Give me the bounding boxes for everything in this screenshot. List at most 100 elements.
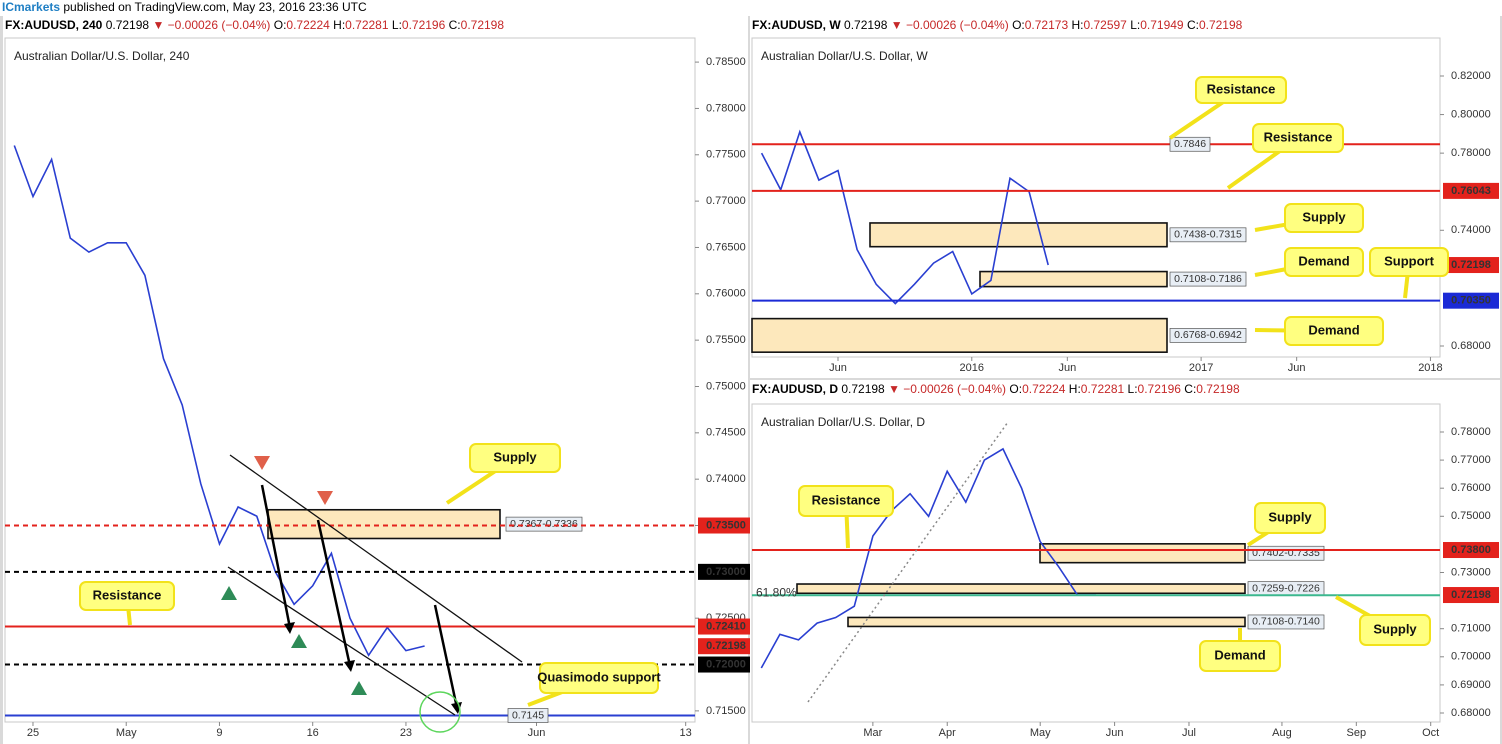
last-price: 0.72198 xyxy=(106,18,150,32)
x-tick-label: Jun xyxy=(1058,362,1076,374)
x-tick-label: Jun xyxy=(528,727,546,739)
x-tick-label: Jun xyxy=(829,362,847,374)
ohlc-key: H: xyxy=(1069,382,1081,396)
y-tick-label: 0.71000 xyxy=(1451,623,1491,635)
zone-label-box xyxy=(1169,271,1247,287)
axis-price-box xyxy=(1443,182,1499,199)
axis-price-label: 0.73000 xyxy=(706,566,746,578)
zone-label: 0.7367-0.7336 xyxy=(510,518,578,530)
x-tick-label: Apr xyxy=(939,727,956,739)
y-tick-label: 0.82000 xyxy=(1451,70,1491,82)
arrow-head xyxy=(284,622,295,634)
chart-title: Australian Dollar/U.S. Dollar, 240 xyxy=(14,49,190,63)
x-tick-label: 23 xyxy=(400,727,412,739)
ohlc-key: O: xyxy=(274,18,287,32)
ohlc-value: 0.72281 xyxy=(345,18,389,32)
price-line xyxy=(760,447,1096,669)
axis-price-box xyxy=(698,656,754,673)
ohlc-key: C: xyxy=(1187,18,1199,32)
y-tick-label: 0.78000 xyxy=(1451,147,1491,159)
zone-label: 0.7108-0.7186 xyxy=(1174,273,1242,285)
zone xyxy=(869,222,1168,248)
ohlc-key: H: xyxy=(333,18,345,32)
zone xyxy=(267,508,501,540)
y-tick-label: 0.75000 xyxy=(706,380,746,392)
top-bar xyxy=(0,0,1502,16)
fib-trendline xyxy=(807,421,1009,703)
x-tick-label: 16 xyxy=(307,727,319,739)
ohlc-key: O: xyxy=(1009,382,1022,396)
arrow xyxy=(316,519,352,667)
callout-box xyxy=(1284,203,1364,233)
y-tick-label: 0.77500 xyxy=(706,149,746,161)
x-tick-label: Mar xyxy=(863,727,882,739)
ohlc-key: L: xyxy=(392,18,402,32)
axis-price-box xyxy=(1443,257,1499,274)
axis-price-label: 0.72198 xyxy=(1451,589,1491,601)
callout-text: Supply xyxy=(1373,621,1417,636)
x-tick-label: Jun xyxy=(1288,362,1306,374)
axis-price-box xyxy=(1443,542,1499,559)
y-tick-label: 0.75000 xyxy=(1451,510,1491,522)
buy-marker xyxy=(291,634,307,648)
zone-label-box xyxy=(1169,227,1247,243)
x-tick-label: 13 xyxy=(680,727,692,739)
symbol: FX:AUDUSD, W xyxy=(752,18,841,32)
ohlc-value: 0.72198 xyxy=(1199,18,1243,32)
zone xyxy=(796,583,1246,595)
axis-price-label: 0.70350 xyxy=(1451,295,1491,307)
publish-line: ICmarkets published on TradingView.com, … xyxy=(2,0,367,14)
callout-text: Supply xyxy=(1268,509,1312,524)
y-tick-label: 0.77000 xyxy=(706,195,746,207)
panels: FX:AUDUSD, 240 0.72198 ▼ −0.00026 (−0.04… xyxy=(3,16,1500,744)
ohlc-value: 0.72281 xyxy=(1081,382,1125,396)
ohlc-value: 0.72198 xyxy=(1196,382,1240,396)
callout-box xyxy=(1195,76,1287,104)
callout-text: Resistance xyxy=(1264,129,1333,144)
chart-title: Australian Dollar/U.S. Dollar, W xyxy=(761,49,928,63)
axis-price-label: 0.76043 xyxy=(1451,185,1491,197)
axis-price-box xyxy=(698,638,754,655)
symbol: FX:AUDUSD, 240 xyxy=(5,18,103,32)
x-tick-label: 2017 xyxy=(1189,362,1213,374)
symbol-info: FX:AUDUSD, 240 0.72198 ▼ −0.00026 (−0.04… xyxy=(5,18,504,32)
axis-price-box xyxy=(1443,587,1499,604)
y-tick-label: 0.78000 xyxy=(1451,426,1491,438)
x-tick-label: Oct xyxy=(1422,727,1439,739)
callout-text: Demand xyxy=(1298,253,1349,268)
ohlc-value: 0.72196 xyxy=(1138,382,1182,396)
axis-price-box xyxy=(1443,292,1499,309)
x-tick-label: Aug xyxy=(1272,727,1292,739)
axis-price-label: 0.72410 xyxy=(706,620,746,632)
zone-label-box xyxy=(1169,328,1247,343)
plot-area xyxy=(751,37,1441,358)
zone-label-box xyxy=(1247,614,1325,630)
callout-box xyxy=(1284,247,1364,277)
publish-text: published on TradingView.com, May 23, 20… xyxy=(63,0,367,14)
y-tick-label: 0.76000 xyxy=(1451,482,1491,494)
zone-label-box xyxy=(505,516,583,532)
price-line xyxy=(760,129,1049,305)
target-circle xyxy=(419,691,461,733)
x-tick-label: May xyxy=(1030,727,1051,739)
ohlc-value: 0.72196 xyxy=(402,18,446,32)
callout-text: Support xyxy=(1384,253,1434,268)
zone xyxy=(979,270,1168,288)
x-tick-label: Jul xyxy=(1182,727,1196,739)
axis-price-box xyxy=(698,517,754,534)
buy-marker xyxy=(221,586,237,600)
x-tick-label: 2018 xyxy=(1418,362,1442,374)
callout-box xyxy=(1359,614,1431,646)
ohlc-key: O: xyxy=(1012,18,1025,32)
axis-price-box xyxy=(698,618,754,635)
author[interactable]: ICmarkets xyxy=(2,0,60,14)
callout-box xyxy=(1252,123,1344,153)
last-price: 0.72198 xyxy=(844,18,888,32)
callout-text: Supply xyxy=(1302,209,1346,224)
y-tick-label: 0.75500 xyxy=(706,334,746,346)
y-tick-label: 0.68000 xyxy=(1451,707,1491,719)
ohlc-value: 0.71949 xyxy=(1140,18,1184,32)
y-tick-label: 0.74000 xyxy=(1451,224,1491,236)
callout-box xyxy=(469,443,561,473)
y-tick-label: 0.76000 xyxy=(706,288,746,300)
